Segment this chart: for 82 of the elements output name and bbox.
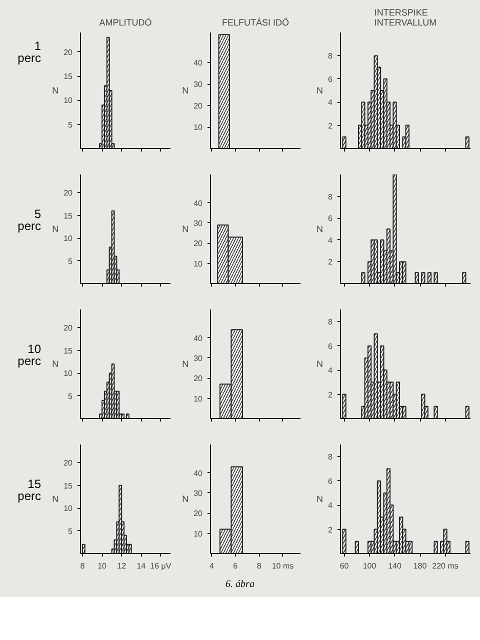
y-tick-label: 2 [328,525,334,534]
y-tick-label: 2 [328,121,334,130]
y-axis-title: N [316,494,324,504]
text: 10 perc [18,342,41,368]
y-tick-label: 30 [194,80,204,90]
y-tick-label: 4 [328,501,334,510]
y-axis-title: N [52,86,59,96]
y-tick-label: 10 [64,234,74,244]
y-tick-label: 30 [194,488,204,498]
y-tick-label: 6 [328,342,334,351]
x-tick-label: 16 μV [150,562,172,570]
y-axis-title: N [316,359,324,369]
y-tick-label: 20 [64,458,74,468]
y-tick-label: 10 [194,259,204,268]
y-tick-label: 8 [328,192,334,202]
y-tick-label: 20 [64,48,74,57]
y-tick-label: 5 [68,392,74,401]
text: 5 perc [18,207,41,233]
x-tick-label: 14 [136,562,146,570]
y-tick-label: 20 [64,188,74,198]
y-tick-label: 6 [328,476,334,486]
y-axis-title: N [52,494,59,504]
y-axis-title: N [52,359,59,369]
y-tick-label: 15 [64,211,74,220]
y-tick-label: 8 [328,52,334,61]
y-tick-label: 40 [194,58,204,68]
y-tick-label: 4 [328,236,334,245]
y-tick-label: 20 [64,324,74,333]
x-tick-label: 6 [233,562,238,570]
x-tick-label: 8 [256,562,262,570]
x-tick-label: 60 [340,562,350,570]
y-tick-label: 2 [328,258,334,267]
y-tick-label: 30 [194,354,204,363]
y-tick-label: 5 [68,256,74,266]
x-tick-label: 180 [413,562,428,570]
chart-title: INTERSPIKE INTERVALLUM [374,8,437,28]
y-tick-label: 10 [194,123,204,132]
y-tick-label: 40 [194,198,204,208]
x-tick-label: 10 ms [272,562,294,570]
y-tick-label: 2 [328,390,334,400]
y-tick-label: 40 [194,468,204,478]
x-tick-label: 8 [80,562,86,570]
y-tick-label: 20 [194,239,204,248]
y-axis-title: N [52,224,59,234]
text: 15 perc [18,477,41,503]
y-tick-label: 10 [194,394,204,404]
y-axis-title: N [182,494,189,504]
y-tick-label: 5 [68,526,74,536]
y-tick-label: 10 [64,504,74,514]
y-axis-title: N [182,86,189,96]
x-tick-label: 4 [209,562,214,570]
x-tick-label: 220 ms [432,562,458,570]
x-tick-label: 10 [98,562,108,570]
x-tick-label: 12 [117,562,127,570]
y-tick-label: 15 [64,346,74,356]
y-tick-label: 20 [194,509,204,518]
y-tick-label: 15 [64,72,74,81]
text: 6. ábra [226,578,254,592]
y-tick-label: 15 [64,481,74,490]
y-tick-label: 10 [64,369,74,378]
y-axis-title: N [316,224,324,234]
y-tick-label: 4 [328,98,334,108]
y-tick-label: 10 [194,529,204,538]
x-tick-label: 100 [362,562,377,570]
y-tick-label: 6 [328,74,334,84]
chart-title: FELFUTÁSI IDŐ [222,18,290,28]
y-axis-title: N [182,224,189,234]
text: 1 perc [18,39,41,65]
y-tick-label: 6 [328,214,334,224]
x-tick-label: 140 [388,562,402,570]
y-axis-title: N [182,359,189,369]
y-tick-label: 4 [328,366,334,376]
y-tick-label: 40 [194,334,204,343]
y-tick-label: 20 [194,102,204,111]
chart-title: AMPLITUDÓ [99,18,152,28]
y-tick-label: 30 [194,218,204,228]
y-tick-label: 8 [328,318,334,327]
y-tick-label: 8 [328,452,334,462]
y-tick-label: 10 [64,96,74,106]
y-tick-label: 20 [194,374,204,384]
y-axis-title: N [316,86,324,96]
y-tick-label: 5 [68,120,74,130]
